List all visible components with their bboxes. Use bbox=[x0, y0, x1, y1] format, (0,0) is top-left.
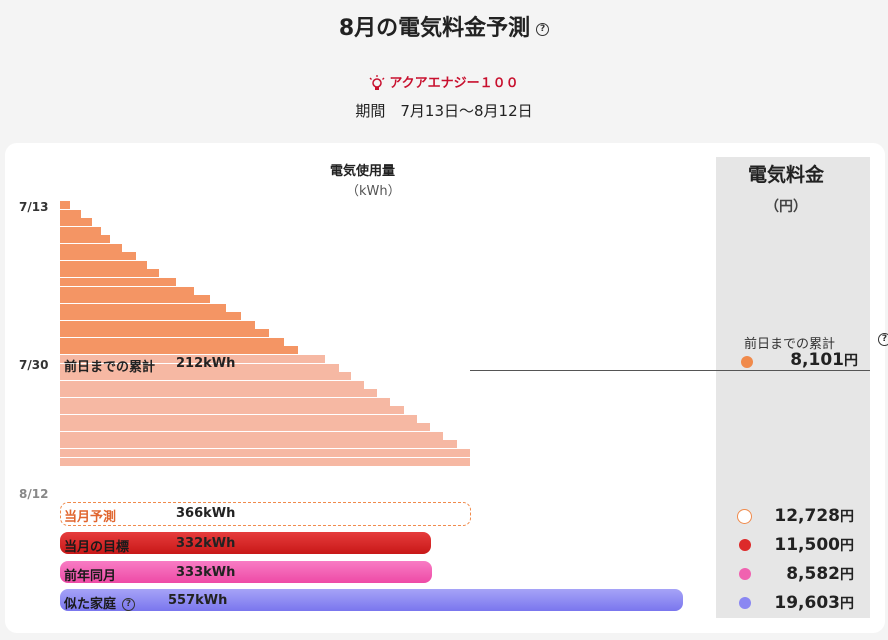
daily-usage-bar bbox=[60, 320, 255, 329]
date-label-today: 7/30 bbox=[19, 358, 49, 372]
daily-usage-bar bbox=[60, 431, 443, 440]
plan-name-text: アクアエナジー１００ bbox=[389, 76, 519, 91]
daily-usage-bar bbox=[60, 449, 470, 457]
forecast-label: 当月予測 bbox=[64, 510, 117, 525]
daily-usage-bar bbox=[60, 312, 241, 321]
daily-usage-bar bbox=[60, 414, 417, 423]
target-fee-amount: 11,500円 bbox=[774, 535, 854, 555]
daily-usage-bar bbox=[60, 397, 390, 406]
help-icon[interactable]: ? bbox=[122, 598, 136, 611]
date-label-start: 7/13 bbox=[19, 200, 49, 214]
daily-usage-bar bbox=[60, 303, 226, 312]
forecast-value: 366kWh bbox=[176, 506, 236, 521]
usage-unit: （kWh） bbox=[346, 184, 401, 199]
cumulative-usage-label: 前日までの累計 bbox=[64, 360, 156, 375]
daily-usage-bar bbox=[60, 440, 457, 449]
daily-usage-bar bbox=[60, 226, 101, 235]
similar-home-value: 557kWh bbox=[168, 593, 228, 608]
cumulative-usage-value: 212kWh bbox=[176, 356, 236, 371]
cumulative-fee-amount: 8,101円 bbox=[790, 350, 858, 370]
plan-name: アクアエナジー１００ bbox=[0, 72, 888, 93]
daily-usage-bar bbox=[60, 260, 147, 269]
daily-usage-bar bbox=[60, 457, 470, 466]
forecast-bar bbox=[60, 502, 471, 526]
similar-home-label: 似た家庭? bbox=[64, 593, 136, 612]
last-year-fee-amount: 8,582円 bbox=[786, 564, 854, 584]
daily-usage-bar bbox=[60, 269, 159, 278]
usage-title: 電気使用量 bbox=[330, 164, 396, 179]
similar-home-fee-amount: 19,603円 bbox=[774, 593, 854, 613]
page-title-text: 8月の電気料金予測 bbox=[338, 16, 531, 41]
daily-usage-bar bbox=[60, 235, 110, 244]
daily-usage-bar bbox=[60, 389, 377, 398]
daily-usage-bar bbox=[60, 286, 194, 295]
daily-usage-bar bbox=[60, 209, 81, 218]
fee-unit: （円） bbox=[765, 199, 807, 215]
target-fee-dot bbox=[739, 539, 751, 551]
cumulative-fee-label: 前日までの累計 bbox=[744, 337, 836, 352]
daily-usage-bar bbox=[60, 337, 284, 346]
cumulative-fee-dot bbox=[741, 356, 753, 368]
fee-title: 電気料金 bbox=[747, 164, 824, 186]
target-value: 332kWh bbox=[176, 536, 236, 551]
daily-usage-bar bbox=[60, 372, 351, 380]
daily-usage-bar bbox=[60, 380, 364, 389]
target-bar bbox=[60, 532, 431, 554]
last-year-value: 333kWh bbox=[176, 565, 236, 580]
cumulative-divider bbox=[470, 370, 870, 371]
daily-usage-bar bbox=[60, 252, 136, 261]
daily-usage-bar bbox=[60, 295, 210, 304]
last-year-fee-dot bbox=[739, 568, 751, 580]
last-year-label: 前年同月 bbox=[64, 569, 117, 584]
daily-usage-bar bbox=[60, 329, 269, 338]
help-icon[interactable]: ? bbox=[878, 333, 888, 346]
forecast-fee-dot bbox=[737, 509, 752, 524]
last-year-bar bbox=[60, 561, 432, 583]
daily-usage-bar bbox=[60, 346, 298, 355]
forecast-fee-amount: 12,728円 bbox=[774, 506, 854, 526]
similar-home-bar bbox=[60, 589, 683, 611]
daily-usage-bar bbox=[60, 243, 122, 252]
daily-usage-bar bbox=[60, 406, 404, 415]
daily-usage-bar bbox=[60, 201, 70, 209]
lightbulb-icon bbox=[369, 74, 385, 90]
help-icon[interactable]: ? bbox=[536, 22, 550, 36]
daily-usage-bar bbox=[60, 354, 325, 363]
daily-usage-bar bbox=[60, 363, 339, 372]
similar-home-fee-dot bbox=[739, 597, 751, 609]
daily-usage-bar bbox=[60, 423, 430, 432]
billing-period: 期間 7月13日〜8月12日 bbox=[355, 102, 533, 120]
daily-usage-bar bbox=[60, 218, 92, 227]
daily-usage-bar bbox=[60, 277, 176, 286]
page-title: 8月の電気料金予測? bbox=[0, 10, 888, 42]
target-label: 当月の目標 bbox=[64, 540, 130, 555]
date-label-end: 8/12 bbox=[19, 487, 49, 501]
